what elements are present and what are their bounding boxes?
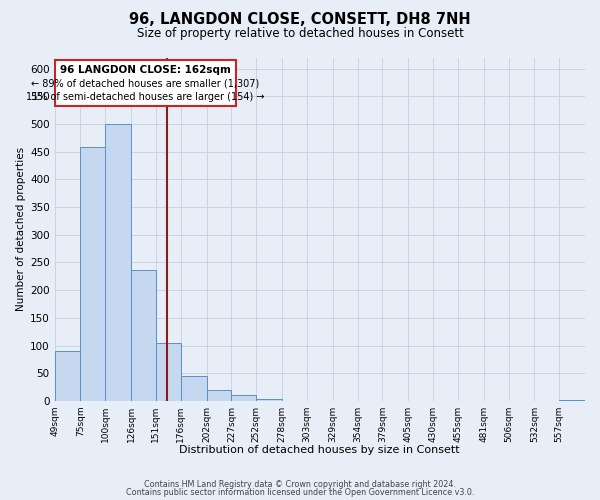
Bar [105, 124, 131, 401]
Text: 11% of semi-detached houses are larger (154) →: 11% of semi-detached houses are larger (… [26, 92, 265, 102]
Bar [232, 396, 256, 401]
Text: 96 LANGDON CLOSE: 162sqm: 96 LANGDON CLOSE: 162sqm [60, 64, 231, 74]
Bar [206, 390, 232, 401]
Y-axis label: Number of detached properties: Number of detached properties [16, 147, 26, 312]
Text: Contains HM Land Registry data © Crown copyright and database right 2024.: Contains HM Land Registry data © Crown c… [144, 480, 456, 489]
FancyBboxPatch shape [55, 60, 236, 106]
Bar [55, 351, 80, 401]
Text: ← 89% of detached houses are smaller (1,307): ← 89% of detached houses are smaller (1,… [31, 78, 260, 88]
X-axis label: Distribution of detached houses by size in Consett: Distribution of detached houses by size … [179, 445, 460, 455]
Bar [156, 343, 181, 401]
Bar [559, 400, 585, 401]
Bar [181, 376, 206, 401]
Bar [256, 400, 282, 401]
Bar [131, 270, 156, 401]
Text: 96, LANGDON CLOSE, CONSETT, DH8 7NH: 96, LANGDON CLOSE, CONSETT, DH8 7NH [129, 12, 471, 28]
Text: Contains public sector information licensed under the Open Government Licence v3: Contains public sector information licen… [126, 488, 474, 497]
Text: Size of property relative to detached houses in Consett: Size of property relative to detached ho… [137, 28, 463, 40]
Bar [80, 147, 105, 401]
